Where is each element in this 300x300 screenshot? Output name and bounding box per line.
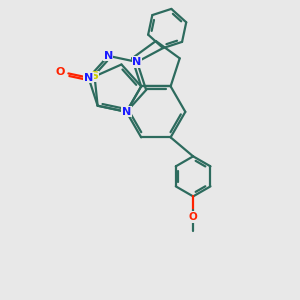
Text: O: O [56, 67, 65, 77]
Text: N: N [103, 51, 113, 61]
Text: O: O [189, 212, 197, 222]
Text: N: N [84, 73, 93, 83]
Text: N: N [122, 107, 131, 117]
Text: S: S [91, 71, 99, 81]
Text: N: N [132, 57, 142, 67]
